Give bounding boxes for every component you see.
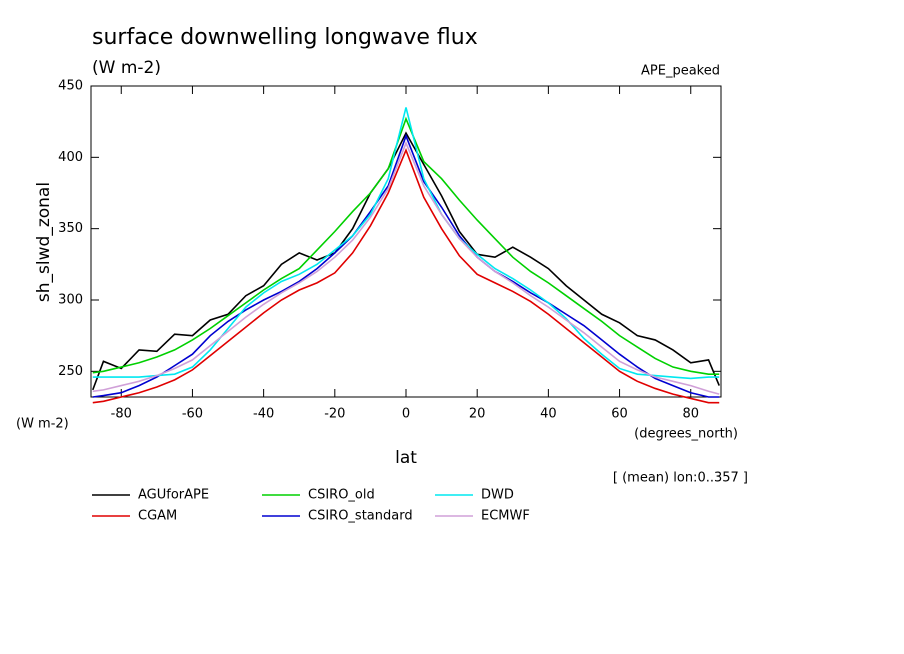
x-tick-label: -40 bbox=[253, 407, 274, 422]
x-tick-label: -60 bbox=[182, 407, 203, 422]
x-tick-label: 80 bbox=[682, 407, 699, 422]
y-tick-label: 400 bbox=[58, 150, 83, 165]
x-tick-label: 40 bbox=[540, 407, 557, 422]
series-line bbox=[92, 133, 720, 398]
series-line bbox=[92, 148, 720, 404]
series-line bbox=[92, 131, 720, 391]
y-tick-label: 350 bbox=[58, 221, 83, 236]
legend-label: AGUforAPE bbox=[138, 488, 209, 503]
y-axis-label: sh_slwd_zonal bbox=[34, 182, 54, 302]
x-tick-label: 60 bbox=[611, 407, 628, 422]
chart-subtitle: (W m-2) bbox=[92, 58, 161, 78]
x-tick-label: -80 bbox=[111, 407, 132, 422]
x-tick-label: 20 bbox=[469, 407, 486, 422]
legend-label: ECMWF bbox=[481, 509, 530, 524]
y-tick-label: 250 bbox=[58, 364, 83, 379]
experiment-label: APE_peaked bbox=[641, 64, 720, 79]
legend-label: CSIRO_old bbox=[308, 488, 375, 503]
chart-title: surface downwelling longwave flux bbox=[92, 25, 478, 50]
x-axis-label: lat bbox=[395, 448, 417, 468]
legend-label: DWD bbox=[481, 488, 514, 503]
series-line bbox=[92, 107, 720, 380]
x-units: (degrees_north) bbox=[634, 427, 738, 442]
legend-label: CGAM bbox=[138, 509, 177, 524]
series-line bbox=[92, 116, 720, 375]
x-tick-label: -20 bbox=[324, 407, 345, 422]
series-line bbox=[92, 140, 720, 395]
y-tick-label: 450 bbox=[58, 79, 83, 94]
y-units: (W m-2) bbox=[16, 417, 69, 432]
note: [ (mean) lon:0..357 ] bbox=[613, 471, 748, 486]
y-tick-label: 300 bbox=[58, 292, 83, 307]
legend-label: CSIRO_standard bbox=[308, 509, 413, 524]
x-tick-label: 0 bbox=[402, 407, 410, 422]
